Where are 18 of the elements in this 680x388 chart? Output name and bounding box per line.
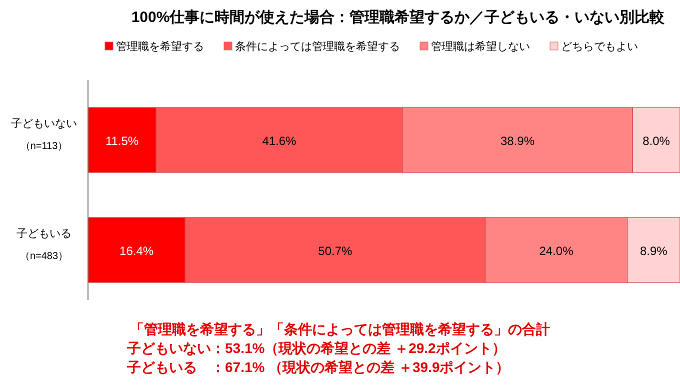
legend-label: 条件によっては管理職を希望する (235, 40, 400, 53)
chart-title: 100%仕事に時間が使えた場合：管理職希望するか／子どもいる・いない別比較 (131, 8, 666, 26)
data-label: 8.0% (642, 134, 670, 148)
legend-label: 管理職は希望しない (431, 40, 530, 53)
text: 子どもいる ：67.1% （現状の希望との差 ＋39.9ポイント） (126, 359, 510, 375)
data-label: 16.4% (120, 244, 154, 258)
data-label: 11.5% (105, 134, 139, 148)
legend-label: どちらでもよい (561, 41, 638, 53)
text: 子どもいない：53.1%（現状の希望との差 ＋29.2ポイント） (126, 340, 506, 356)
data-label: 41.6% (262, 134, 297, 148)
data-label: 38.9% (500, 134, 535, 148)
data-label: 24.0% (539, 244, 574, 258)
legend-label: 管理職を希望する (116, 40, 204, 53)
y-tick-label: 子どもいない（n=113） (11, 118, 77, 152)
data-label: 8.9% (640, 244, 668, 258)
text: 「管理職を希望する」「条件によっては管理職を希望する」の合計 (130, 321, 550, 337)
data-label: 50.7% (318, 244, 352, 258)
y-tick-label: 子どもいる（n=483） (16, 228, 72, 262)
